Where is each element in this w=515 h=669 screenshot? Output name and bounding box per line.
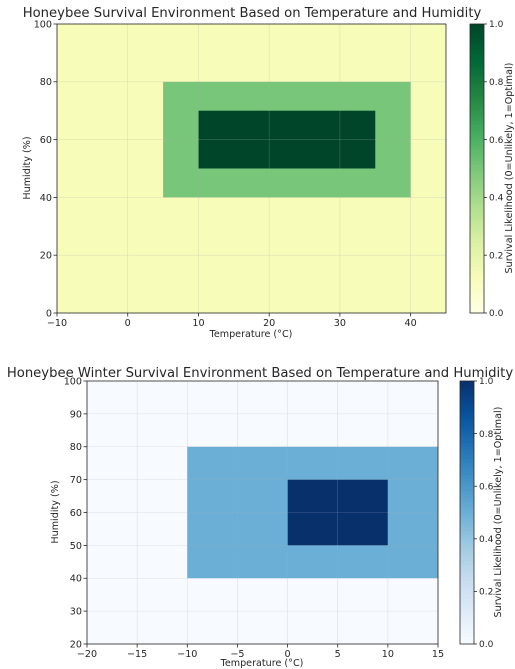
chart-2-ytick-label-2: 40 — [70, 574, 82, 585]
chart-2-title: Honeybee Winter Survival Environment Bas… — [7, 366, 513, 381]
chart-2-xtick-label-6: 10 — [382, 649, 394, 660]
chart-1-ytick-label-1: 20 — [40, 251, 52, 262]
chart-1-ytick-label-0: 0 — [46, 308, 52, 319]
chart-1-colorbar-tick-label-1: 0.2 — [489, 251, 503, 261]
chart-1-xlabel: Temperature (°C) — [209, 329, 293, 340]
chart-2-colorbar-tick-label-2: 0.4 — [479, 535, 494, 545]
chart-2-colorbar-tick-label-0: 0.0 — [479, 640, 494, 650]
chart-2-xtick-label-0: −20 — [77, 649, 97, 660]
chart-2-xtick-label-5: 5 — [335, 649, 341, 660]
chart-1-xtick-label-3: 20 — [263, 318, 275, 329]
chart-2-xtick-label-2: −10 — [177, 649, 197, 660]
chart-2: Honeybee Winter Survival Environment Bas… — [7, 366, 513, 669]
chart-2-ytick-label-5: 70 — [70, 475, 82, 486]
chart-1-xtick-label-4: 30 — [334, 318, 346, 329]
chart-1-colorbar-tick-label-0: 0.0 — [489, 309, 504, 319]
chart-1-ytick-label-5: 100 — [34, 19, 52, 30]
chart-2-yticks: 20 30 40 50 60 70 80 90 100 — [64, 376, 87, 650]
chart-2-ytick-label-0: 20 — [70, 639, 82, 650]
chart-1-colorbar-label: Survival Likelihood (0=Unlikely, 1=Optim… — [504, 63, 515, 274]
chart-1-grid — [56, 23, 446, 314]
chart-1-xtick-label-5: 40 — [405, 318, 417, 329]
chart-1-ytick-label-2: 40 — [40, 193, 52, 204]
chart-2-ytick-label-7: 90 — [70, 409, 82, 420]
chart-2-xlabel: Temperature (°C) — [220, 658, 304, 669]
chart-1-colorbar: 0.0 0.2 0.4 0.6 0.8 1.0 — [469, 20, 504, 319]
chart-1-colorbar-tick-label-2: 0.4 — [489, 194, 504, 204]
chart-2-ytick-label-3: 50 — [70, 541, 82, 552]
chart-1-colorbar-tick-label-3: 0.6 — [489, 136, 504, 146]
chart-1: Honeybee Survival Environment Based on T… — [22, 6, 515, 340]
chart-1-colorbar-tick-label-5: 1.0 — [489, 20, 504, 30]
chart-2-colorbar-label: Survival Likelihood (0=Unlikely, 1=Optim… — [493, 407, 504, 618]
chart-2-ytick-label-1: 30 — [70, 607, 82, 618]
chart-2-colorbar-tick-label-1: 0.2 — [479, 588, 493, 598]
chart-1-frame — [56, 23, 447, 314]
chart-1-ytick-label-3: 60 — [40, 135, 52, 146]
chart-1-xticks: −10 0 10 20 30 40 — [47, 313, 417, 329]
chart-2-xtick-label-1: −15 — [127, 649, 147, 660]
chart-2-region-2 — [287, 479, 388, 546]
chart-2-regions — [87, 381, 438, 644]
chart-2-xtick-label-3: −5 — [230, 649, 244, 660]
chart-1-ylabel: Humidity (%) — [22, 136, 33, 199]
chart-2-ytick-label-8: 100 — [64, 376, 82, 387]
chart-1-colorbar-gradient — [469, 23, 485, 314]
chart-1-title: Honeybee Survival Environment Based on T… — [23, 6, 482, 21]
chart-1-plot-area — [56, 23, 447, 314]
chart-2-ytick-label-6: 80 — [70, 442, 82, 453]
chart-2-colorbar-tick-label-4: 0.8 — [479, 430, 494, 440]
chart-1-xtick-label-2: 10 — [192, 318, 204, 329]
chart-2-xticks: −20 −15 −10 −5 0 5 10 15 — [77, 644, 444, 660]
chart-2-colorbar: 0.0 0.2 0.4 0.6 0.8 1.0 — [459, 377, 494, 650]
chart-2-ylabel: Humidity (%) — [50, 480, 61, 543]
chart-2-colorbar-gradient — [459, 380, 475, 645]
chart-2-colorbar-tick-label-3: 0.6 — [479, 482, 494, 492]
chart-1-xtick-label-1: 0 — [125, 318, 131, 329]
chart-1-region-2 — [198, 110, 376, 169]
chart-1-yticks: 0 20 40 60 80 100 — [34, 19, 57, 319]
chart-1-colorbar-tick-label-4: 0.8 — [489, 78, 504, 88]
chart-2-xtick-label-7: 15 — [432, 649, 444, 660]
chart-2-ytick-label-4: 60 — [70, 508, 82, 519]
chart-2-plot-area — [86, 380, 439, 645]
chart-1-regions — [57, 24, 446, 313]
chart-1-ytick-label-4: 80 — [40, 77, 52, 88]
chart-1-xtick-label-0: −10 — [47, 318, 67, 329]
chart-2-xtick-label-4: 0 — [285, 649, 291, 660]
chart-2-colorbar-tick-label-5: 1.0 — [479, 377, 494, 387]
